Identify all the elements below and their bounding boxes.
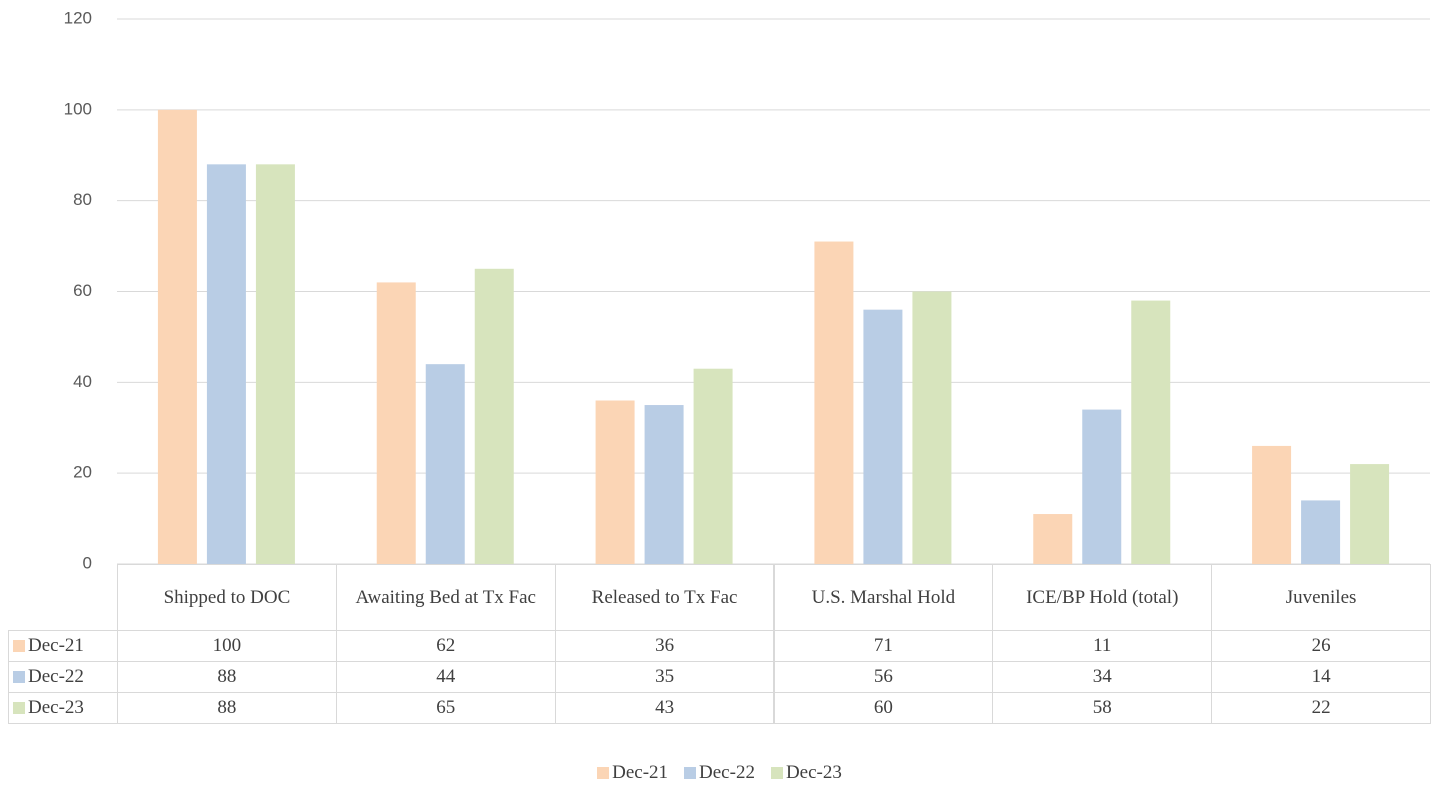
table-value: 34: [992, 661, 1213, 693]
table-value: 44: [335, 661, 556, 693]
bar: [474, 268, 514, 564]
table-value: 43: [554, 692, 775, 724]
bar: [644, 405, 684, 564]
category-header: Awaiting Bed at Tx Fac: [335, 564, 556, 631]
bar: [1082, 409, 1122, 564]
bar: [863, 309, 903, 564]
legend-swatch: [770, 767, 783, 779]
legend-label: Dec-23: [785, 762, 842, 783]
legend-label: Dec-21: [612, 762, 669, 783]
legend-key: [13, 702, 25, 714]
table-value: 88: [117, 661, 337, 693]
bar: [1033, 514, 1073, 564]
legend-item: Dec-21: [597, 762, 668, 784]
bar: [1350, 464, 1390, 564]
y-tick-label: 0: [83, 553, 92, 572]
table-value: 60: [773, 692, 994, 724]
bar: [425, 364, 465, 564]
bar: [1252, 445, 1292, 564]
table-value: 100: [117, 630, 337, 662]
category-header: Shipped to DOC: [117, 564, 337, 631]
legend-item: Dec-22: [684, 762, 755, 784]
legend-swatch: [684, 767, 697, 779]
table-value: 71: [773, 630, 994, 662]
bar: [376, 282, 416, 564]
table-value: 58: [992, 692, 1213, 724]
bar: [206, 164, 246, 565]
table-value: 22: [1211, 692, 1431, 724]
y-tick-label: 80: [73, 190, 92, 209]
bar: [595, 400, 635, 564]
legend: Dec-21 Dec-22 Dec-23: [0, 760, 1439, 785]
y-tick-label: 60: [73, 281, 92, 300]
category-header: Juveniles: [1211, 564, 1431, 631]
y-tick-label: 100: [64, 99, 92, 118]
y-tick-label: 120: [64, 8, 92, 27]
bar: [255, 164, 295, 565]
table-value: 35: [554, 661, 775, 693]
table-value: 56: [773, 661, 994, 693]
bar: [157, 109, 197, 564]
series-name: Dec-21: [28, 635, 84, 656]
category-header: ICE/BP Hold (total): [992, 564, 1213, 631]
legend-key: [13, 640, 25, 652]
legend-key: [13, 671, 25, 683]
table-value: 26: [1211, 630, 1431, 662]
y-tick-label: 40: [73, 372, 92, 391]
series-row-header: Dec-23: [8, 692, 118, 724]
table-value: 14: [1211, 661, 1431, 693]
table-value: 62: [335, 630, 556, 662]
bar: [1131, 300, 1171, 564]
legend-item: Dec-23: [770, 762, 842, 784]
category-header: U.S. Marshal Hold: [773, 564, 994, 631]
series-name: Dec-23: [28, 697, 84, 718]
series-row-header: Dec-21: [8, 630, 118, 662]
category-header: Released to Tx Fac: [554, 564, 775, 631]
bar: [1301, 500, 1341, 564]
table-value: 88: [117, 692, 337, 724]
legend-label: Dec-22: [699, 762, 755, 783]
table-value: 36: [554, 630, 775, 662]
legend-swatch: [597, 767, 610, 779]
bar: [912, 291, 952, 564]
y-tick-label: 20: [73, 463, 92, 482]
series-name: Dec-22: [28, 666, 84, 687]
bar: [693, 368, 733, 564]
bar: [814, 241, 854, 564]
table-value: 65: [335, 692, 556, 724]
series-row-header: Dec-22: [8, 661, 118, 693]
table-value: 11: [992, 630, 1213, 662]
